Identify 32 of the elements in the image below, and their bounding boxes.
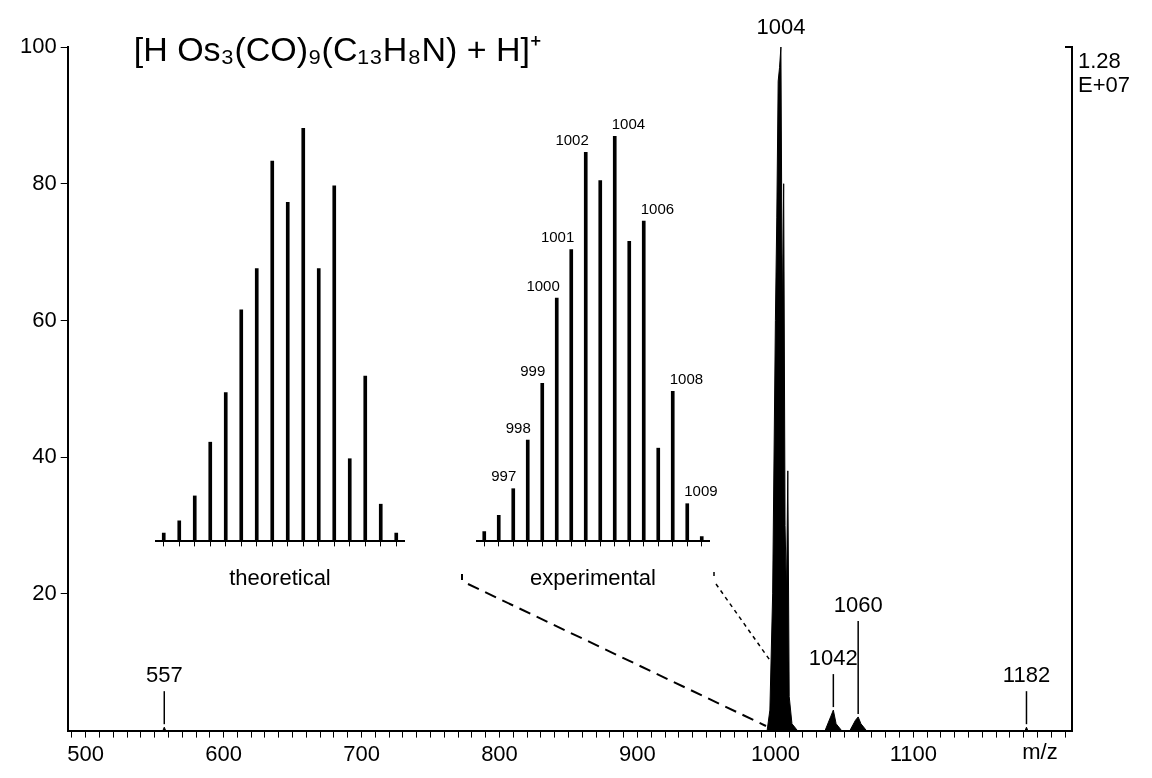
annotation: 999 (520, 361, 546, 379)
annotation: 1182 (1002, 662, 1051, 688)
annotation: 1008 (669, 370, 704, 388)
y-tick-label: 100 (19, 33, 57, 59)
x-axis-title: experimental (530, 564, 656, 590)
x-tick-label: 900 (619, 740, 656, 766)
x-tick-label: 700 (343, 740, 380, 766)
annotation: 1042 (808, 645, 858, 671)
x-tick-label: 800 (481, 740, 518, 766)
annotation: 1009 (684, 482, 718, 500)
x-tick-label: 500 (67, 740, 104, 766)
annotation: 1060 (833, 591, 883, 617)
annotation: 998 (505, 418, 531, 436)
chart-title: [H Os₃(CO)₉(C₁₃H₈N) + H]⁺ (133, 30, 542, 68)
text: 1.28 E+07 (1078, 48, 1130, 98)
x-tick-label: 600 (205, 740, 242, 766)
annotation: 1001 (540, 228, 575, 246)
y-tick-label: 40 (32, 443, 57, 469)
x-tick-label: 1100 (889, 740, 938, 766)
annotation: 557 (145, 662, 183, 688)
annotation: 1000 (526, 276, 560, 294)
annotation: 1004 (611, 114, 646, 132)
annotation: 1002 (555, 130, 589, 148)
x-axis-title: m/z (1022, 738, 1058, 764)
x-tick-label: 1000 (750, 740, 800, 766)
annotation: 1004 (756, 14, 806, 40)
y-tick-label: 80 (32, 169, 57, 195)
y-tick-label: 20 (32, 579, 57, 605)
x-axis-title: theoretical (229, 564, 331, 590)
annotation: 997 (491, 467, 517, 485)
annotation: 1006 (640, 199, 675, 217)
y-tick-label: 60 (32, 306, 57, 332)
